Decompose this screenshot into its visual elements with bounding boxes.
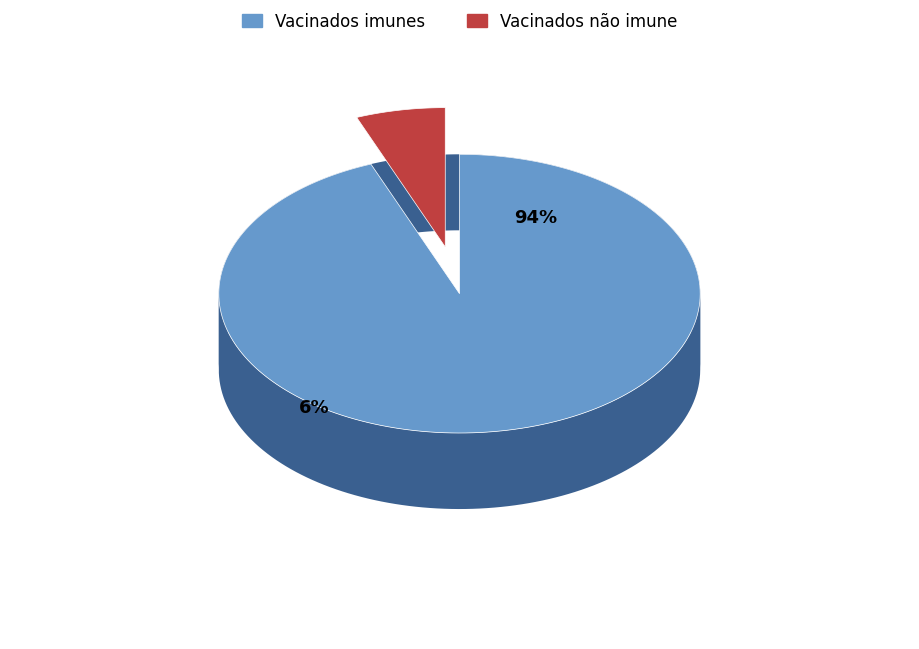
Polygon shape bbox=[219, 154, 700, 370]
Polygon shape bbox=[357, 108, 446, 247]
Legend: Vacinados imunes, Vacinados não imune: Vacinados imunes, Vacinados não imune bbox=[233, 5, 686, 39]
Polygon shape bbox=[219, 154, 700, 433]
Polygon shape bbox=[219, 294, 700, 509]
Text: 94%: 94% bbox=[514, 208, 557, 227]
Text: 6%: 6% bbox=[299, 398, 329, 417]
